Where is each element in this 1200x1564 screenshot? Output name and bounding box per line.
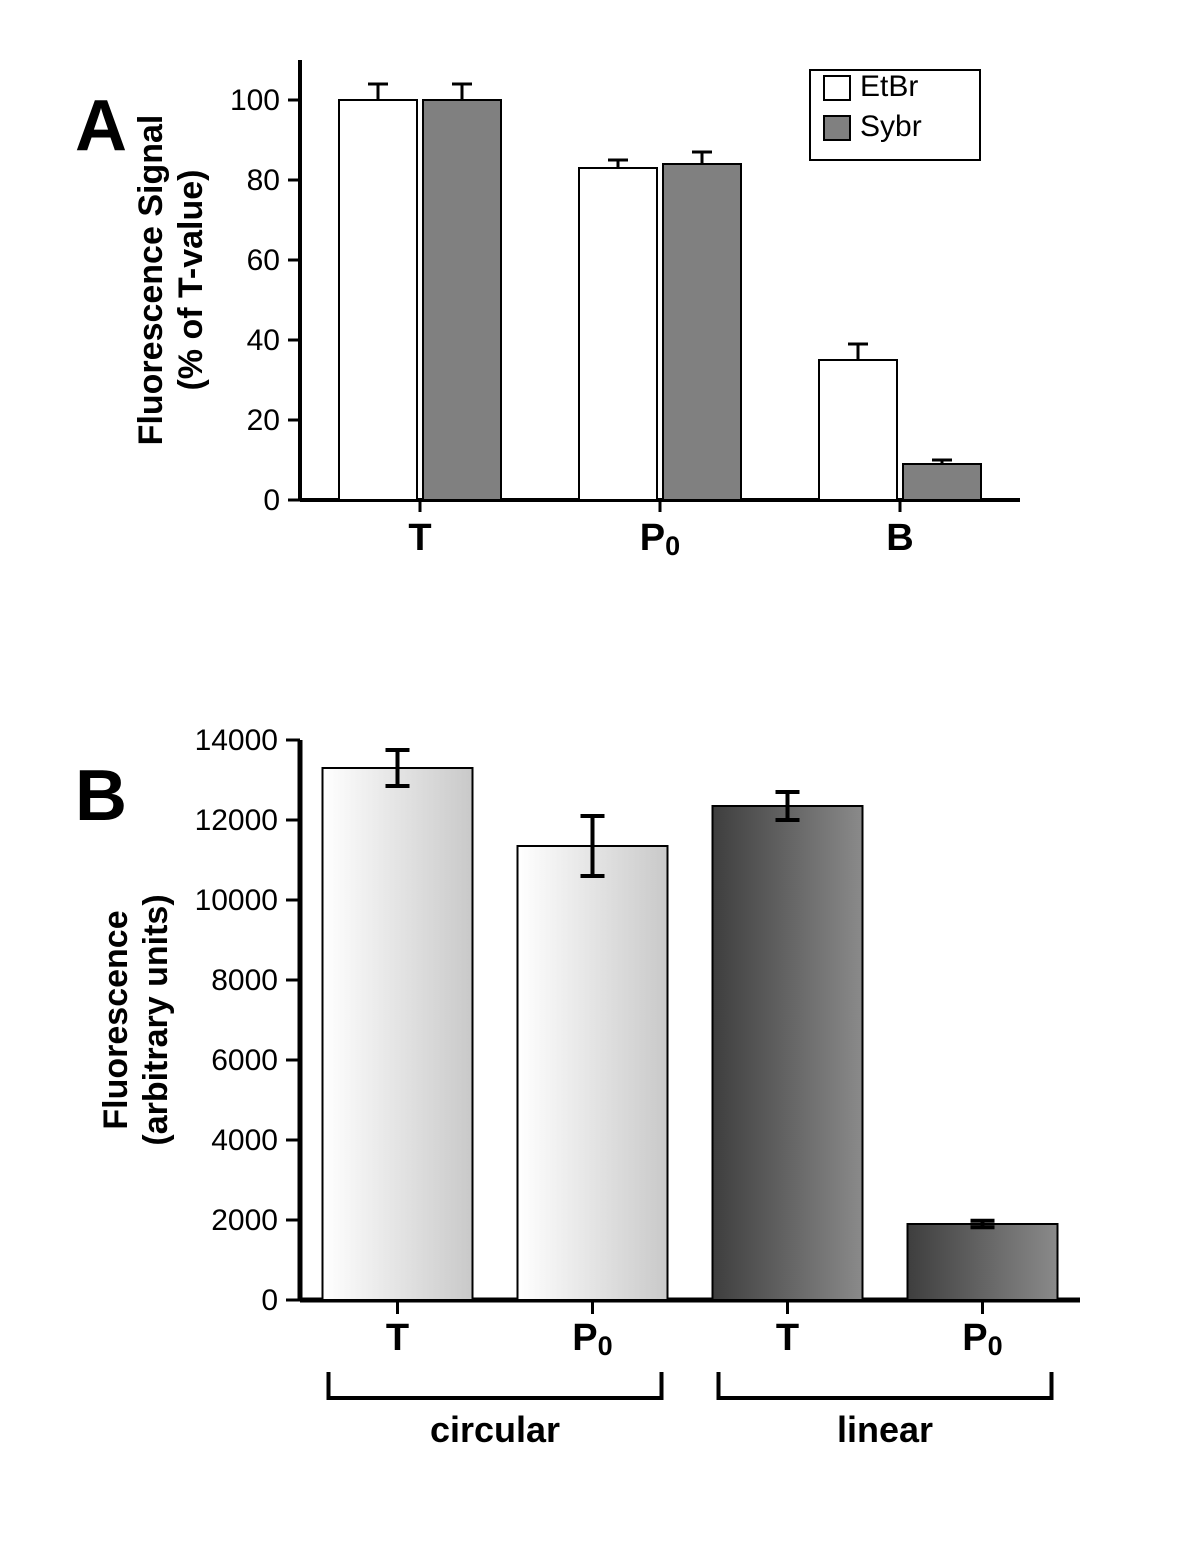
- panel-b-ytick-label: 4000: [211, 1124, 278, 1157]
- figure-svg: A 0 20 40 60 80 100 Fluorescence Signal(% of T-…: [0, 0, 1200, 1564]
- panel-b-xtick-label: T: [776, 1317, 799, 1359]
- panel-b-ytick-label: 10000: [195, 884, 278, 917]
- panel-a-xtick-label: T: [408, 517, 431, 559]
- panel-b-group-label: linear: [837, 1409, 933, 1450]
- panel-b-ytick-label: 12000: [195, 804, 278, 837]
- panel-b-bar: [323, 768, 473, 1300]
- panel-a-legend-label: EtBr: [860, 70, 918, 103]
- figure-page: A 0 20 40 60 80 100 Fluorescence Signal(% of T-…: [0, 0, 1200, 1564]
- panel-a-legend-label: Sybr: [860, 110, 922, 143]
- panel-b-xtick-label: T: [386, 1317, 409, 1359]
- panel-a-legend-swatch: [824, 116, 850, 140]
- panel-b-ytick-label: 6000: [211, 1044, 278, 1077]
- panel-a-bar: [423, 100, 501, 500]
- panel-b-group-bracket: [719, 1372, 1052, 1398]
- panel-a-ytick-label: 100: [230, 84, 280, 117]
- panel-b-ytick-label: 0: [261, 1284, 278, 1317]
- panel-b-group-label: circular: [430, 1409, 560, 1450]
- panel-b-bar: [518, 846, 668, 1300]
- panel-a-ylabel-line1: Fluorescence Signal: [132, 115, 170, 446]
- panel-b-group-bracket: [329, 1372, 662, 1398]
- panel-a-label: A: [75, 86, 127, 166]
- panel-a-bar: [339, 100, 417, 500]
- panel-b-xtick-label: P0: [572, 1317, 612, 1361]
- panel-a-ytick-label: 80: [247, 164, 280, 197]
- panel-a-ylabel: Fluorescence Signal(% of T-value): [132, 115, 210, 446]
- panel-a-bar: [663, 164, 741, 500]
- panel-b-bar: [713, 806, 863, 1300]
- panel-b-ylabel-line2: (arbitrary units): [137, 894, 175, 1145]
- panel-b-ytick-label: 14000: [195, 724, 278, 757]
- panel-b-ylabel-line1: Fluorescence: [97, 910, 135, 1129]
- panel-a-xtick-label: P0: [640, 517, 680, 561]
- panel-a-xtick-label: B: [886, 517, 913, 559]
- panel-a-legend-swatch: [824, 76, 850, 100]
- panel-b-ytick-label: 8000: [211, 964, 278, 997]
- panel-a-ytick-label: 0: [263, 484, 280, 517]
- panel-b-label: B: [75, 756, 127, 836]
- panel-a-bar: [819, 360, 897, 500]
- panel-b-xtick-label: P0: [962, 1317, 1002, 1361]
- panel-a-ytick-label: 20: [247, 404, 280, 437]
- panel-a-bar: [579, 168, 657, 500]
- panel-b-ytick-label: 2000: [211, 1204, 278, 1237]
- panel-a-bar: [903, 464, 981, 500]
- panel-a-ytick-label: 40: [247, 324, 280, 357]
- panel-b-ylabel: Fluorescence(arbitrary units): [97, 894, 175, 1145]
- panel-a-ytick-label: 60: [247, 244, 280, 277]
- panel-b-bar: [908, 1224, 1058, 1300]
- panel-a-ylabel-line2: (% of T-value): [172, 169, 210, 390]
